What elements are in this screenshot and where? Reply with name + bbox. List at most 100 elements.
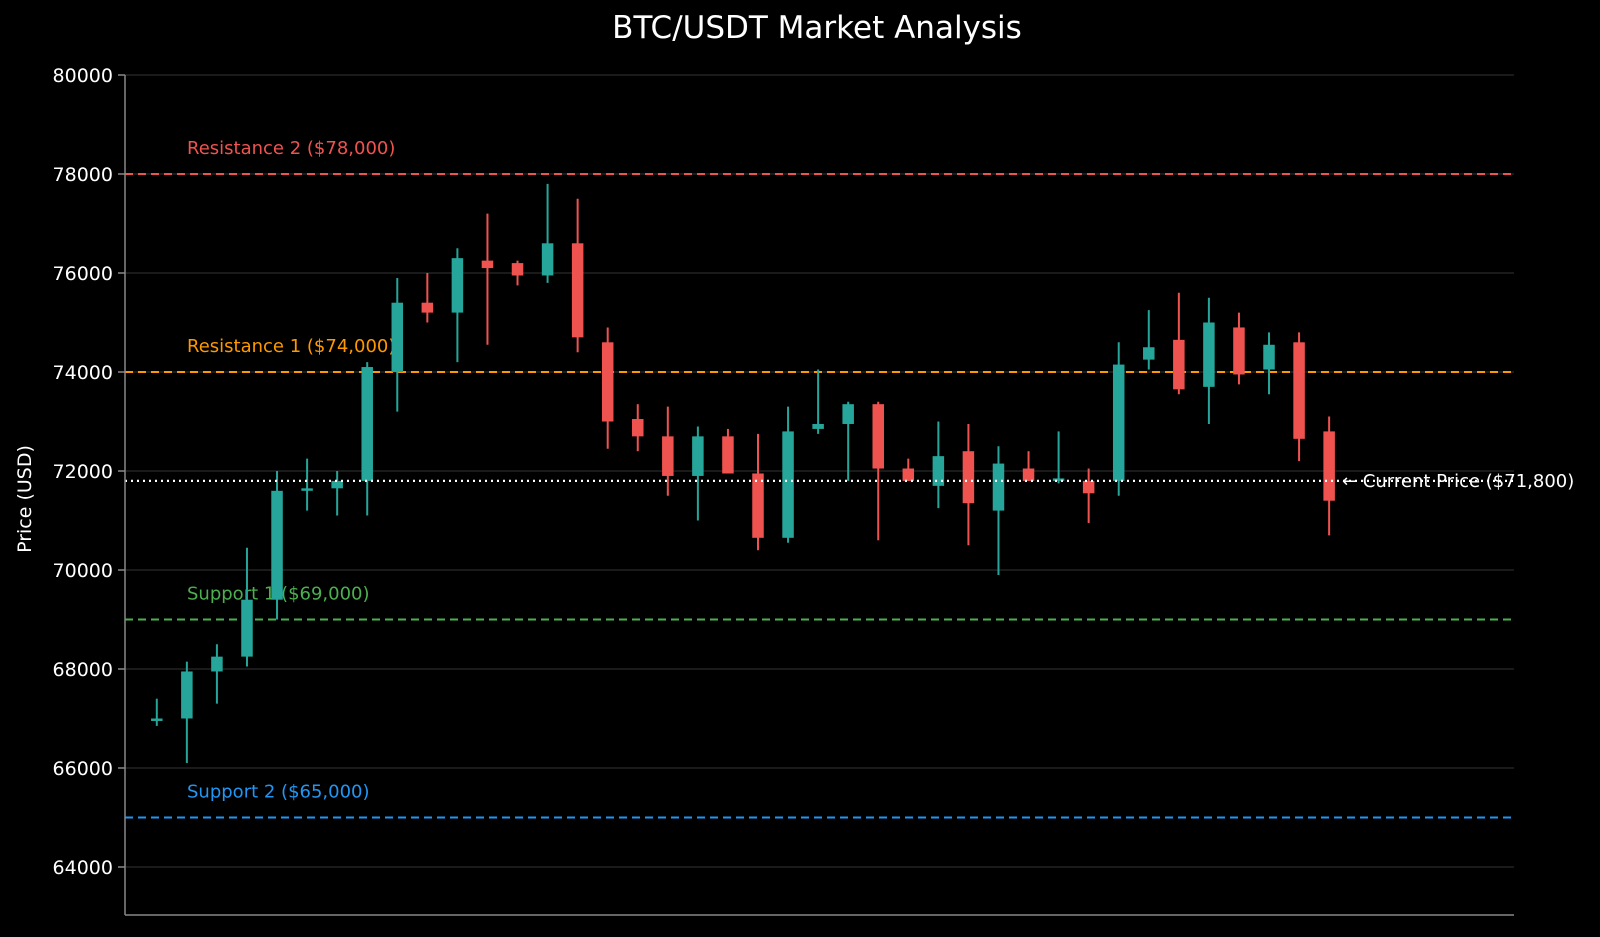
candle: [842, 401, 854, 481]
candle: [1052, 431, 1065, 484]
candle-body: [1082, 480, 1095, 494]
y-axis-label: Price (USD): [14, 445, 36, 553]
candle: [271, 471, 283, 620]
candle-body: [722, 436, 734, 474]
candle: [1082, 468, 1095, 523]
candle: [1233, 312, 1245, 385]
level-label: Support 2 ($65,000): [187, 782, 370, 803]
candle-body: [1173, 339, 1185, 390]
candle-body: [301, 488, 313, 491]
candle: [782, 406, 794, 543]
y-tick-label: 64000: [53, 857, 113, 879]
candle: [812, 369, 824, 434]
y-tick-label: 72000: [53, 461, 113, 483]
candle-body: [421, 302, 434, 313]
chart-title: BTC/USDT Market Analysis: [612, 10, 1022, 46]
candle: [421, 273, 434, 323]
candle: [601, 327, 614, 449]
candle: [571, 198, 584, 353]
y-tick-label: 78000: [53, 164, 113, 186]
candle: [872, 401, 884, 541]
candle-body: [812, 423, 824, 429]
candle-body: [601, 342, 614, 422]
candle: [241, 547, 253, 667]
candle: [1293, 332, 1305, 462]
candle-body: [902, 468, 915, 481]
candle-body: [181, 671, 193, 719]
candle: [1143, 310, 1155, 370]
candle-body: [752, 473, 764, 538]
candle-body: [932, 456, 945, 486]
y-tick-label: 74000: [53, 362, 113, 384]
candle: [992, 446, 1005, 575]
candle: [692, 426, 704, 521]
candle-body: [331, 480, 343, 489]
candle: [1173, 292, 1185, 395]
y-tick-label: 80000: [53, 65, 113, 87]
candle-body: [151, 718, 163, 721]
candle: [962, 423, 975, 546]
candle-body: [1022, 468, 1035, 481]
candle-body: [632, 419, 644, 437]
y-tick-label: 68000: [53, 659, 113, 681]
candle-body: [571, 243, 584, 338]
candle: [451, 248, 464, 363]
candle-body: [1143, 347, 1155, 360]
candle-body: [541, 243, 554, 276]
candle-body: [1233, 327, 1245, 375]
y-tick-label: 70000: [53, 560, 113, 582]
candle-body: [1203, 322, 1215, 387]
candle-body: [1052, 478, 1065, 481]
candle: [1323, 416, 1335, 536]
current-price-marker: ← Current Price ($71,800): [125, 471, 1574, 492]
candle: [151, 698, 163, 726]
candle-body: [511, 263, 524, 276]
candle: [181, 661, 193, 764]
candle: [662, 406, 674, 496]
y-axis-ticks: 80000 78000 76000 74000 72000 70000 68000 66000…: [53, 65, 125, 879]
candle-body: [1293, 342, 1305, 439]
candle-body: [992, 463, 1005, 511]
level-label: Resistance 2 ($78,000): [187, 138, 395, 159]
current-price-label: ← Current Price ($71,800): [1342, 471, 1574, 492]
candles: [151, 183, 1335, 764]
candle: [1112, 342, 1125, 496]
candle: [301, 458, 313, 511]
y-tick-label: 76000: [53, 263, 113, 285]
candle: [1203, 297, 1215, 424]
candle-body: [391, 302, 404, 372]
candle: [932, 421, 945, 509]
candle-body: [361, 367, 373, 481]
candle-body: [692, 436, 704, 476]
candle-body: [241, 599, 253, 657]
candle-body: [962, 451, 975, 504]
level-label: Resistance 1 ($74,000): [187, 336, 395, 357]
candle-body: [842, 404, 854, 424]
candle-body: [1323, 431, 1335, 501]
candle: [752, 433, 764, 551]
candle: [391, 277, 404, 412]
candle: [211, 644, 223, 704]
candle: [902, 458, 915, 481]
candle: [331, 471, 343, 516]
y-tick-label: 66000: [53, 758, 113, 780]
candle-body: [1263, 344, 1275, 370]
candle-body: [211, 656, 223, 672]
candle-body: [782, 431, 794, 538]
candle-body: [451, 258, 464, 313]
candle-body: [481, 260, 494, 269]
support-resistance-levels: Resistance 2 ($78,000) Resistance 1 ($74,…: [125, 138, 1514, 819]
candle: [1022, 451, 1035, 481]
candle-body: [872, 404, 884, 469]
candle: [361, 362, 373, 516]
candle: [1263, 332, 1275, 395]
candle: [481, 213, 494, 345]
candle-body: [662, 436, 674, 476]
candle-body: [1112, 364, 1125, 481]
candle: [632, 404, 644, 452]
candle: [541, 183, 554, 283]
candle: [511, 260, 524, 286]
candle-body: [271, 490, 283, 600]
candle: [722, 428, 734, 474]
